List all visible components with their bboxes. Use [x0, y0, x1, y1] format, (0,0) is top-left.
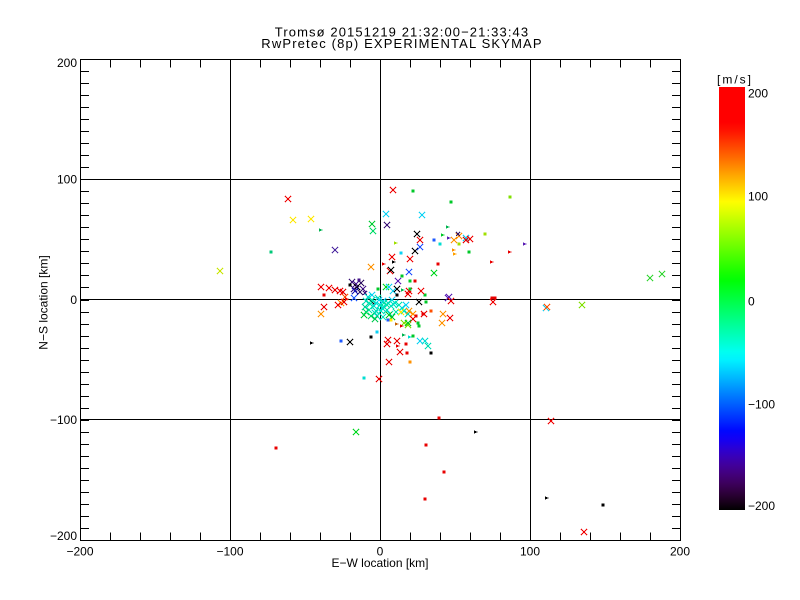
svg-text:−200: −200	[50, 529, 77, 543]
svg-text:[m/s]: [m/s]	[717, 73, 753, 87]
svg-text:−200: −200	[748, 499, 775, 513]
svg-text:−100: −100	[216, 545, 243, 559]
svg-text:Tromsø 20151219 21:32:00−21:33: Tromsø 20151219 21:32:00−21:33:43	[275, 25, 529, 40]
svg-text:200: 200	[670, 545, 690, 559]
svg-text:200: 200	[748, 87, 768, 101]
svg-text:100: 100	[520, 545, 540, 559]
svg-text:N−S location [km]: N−S location [km]	[37, 255, 51, 349]
svg-text:200: 200	[57, 56, 77, 70]
svg-text:100: 100	[748, 190, 768, 204]
svg-text:RwPretec (8p) EXPERIMENTAL SKY: RwPretec (8p) EXPERIMENTAL SKYMAP	[261, 36, 542, 51]
svg-text:−200: −200	[66, 545, 93, 559]
svg-text:0: 0	[748, 295, 755, 309]
svg-text:−100: −100	[748, 398, 775, 412]
svg-text:0: 0	[70, 293, 77, 307]
svg-text:0: 0	[377, 545, 384, 559]
svg-text:100: 100	[57, 173, 77, 187]
svg-text:E−W location [km]: E−W location [km]	[331, 556, 428, 570]
svg-text:−100: −100	[50, 413, 77, 427]
